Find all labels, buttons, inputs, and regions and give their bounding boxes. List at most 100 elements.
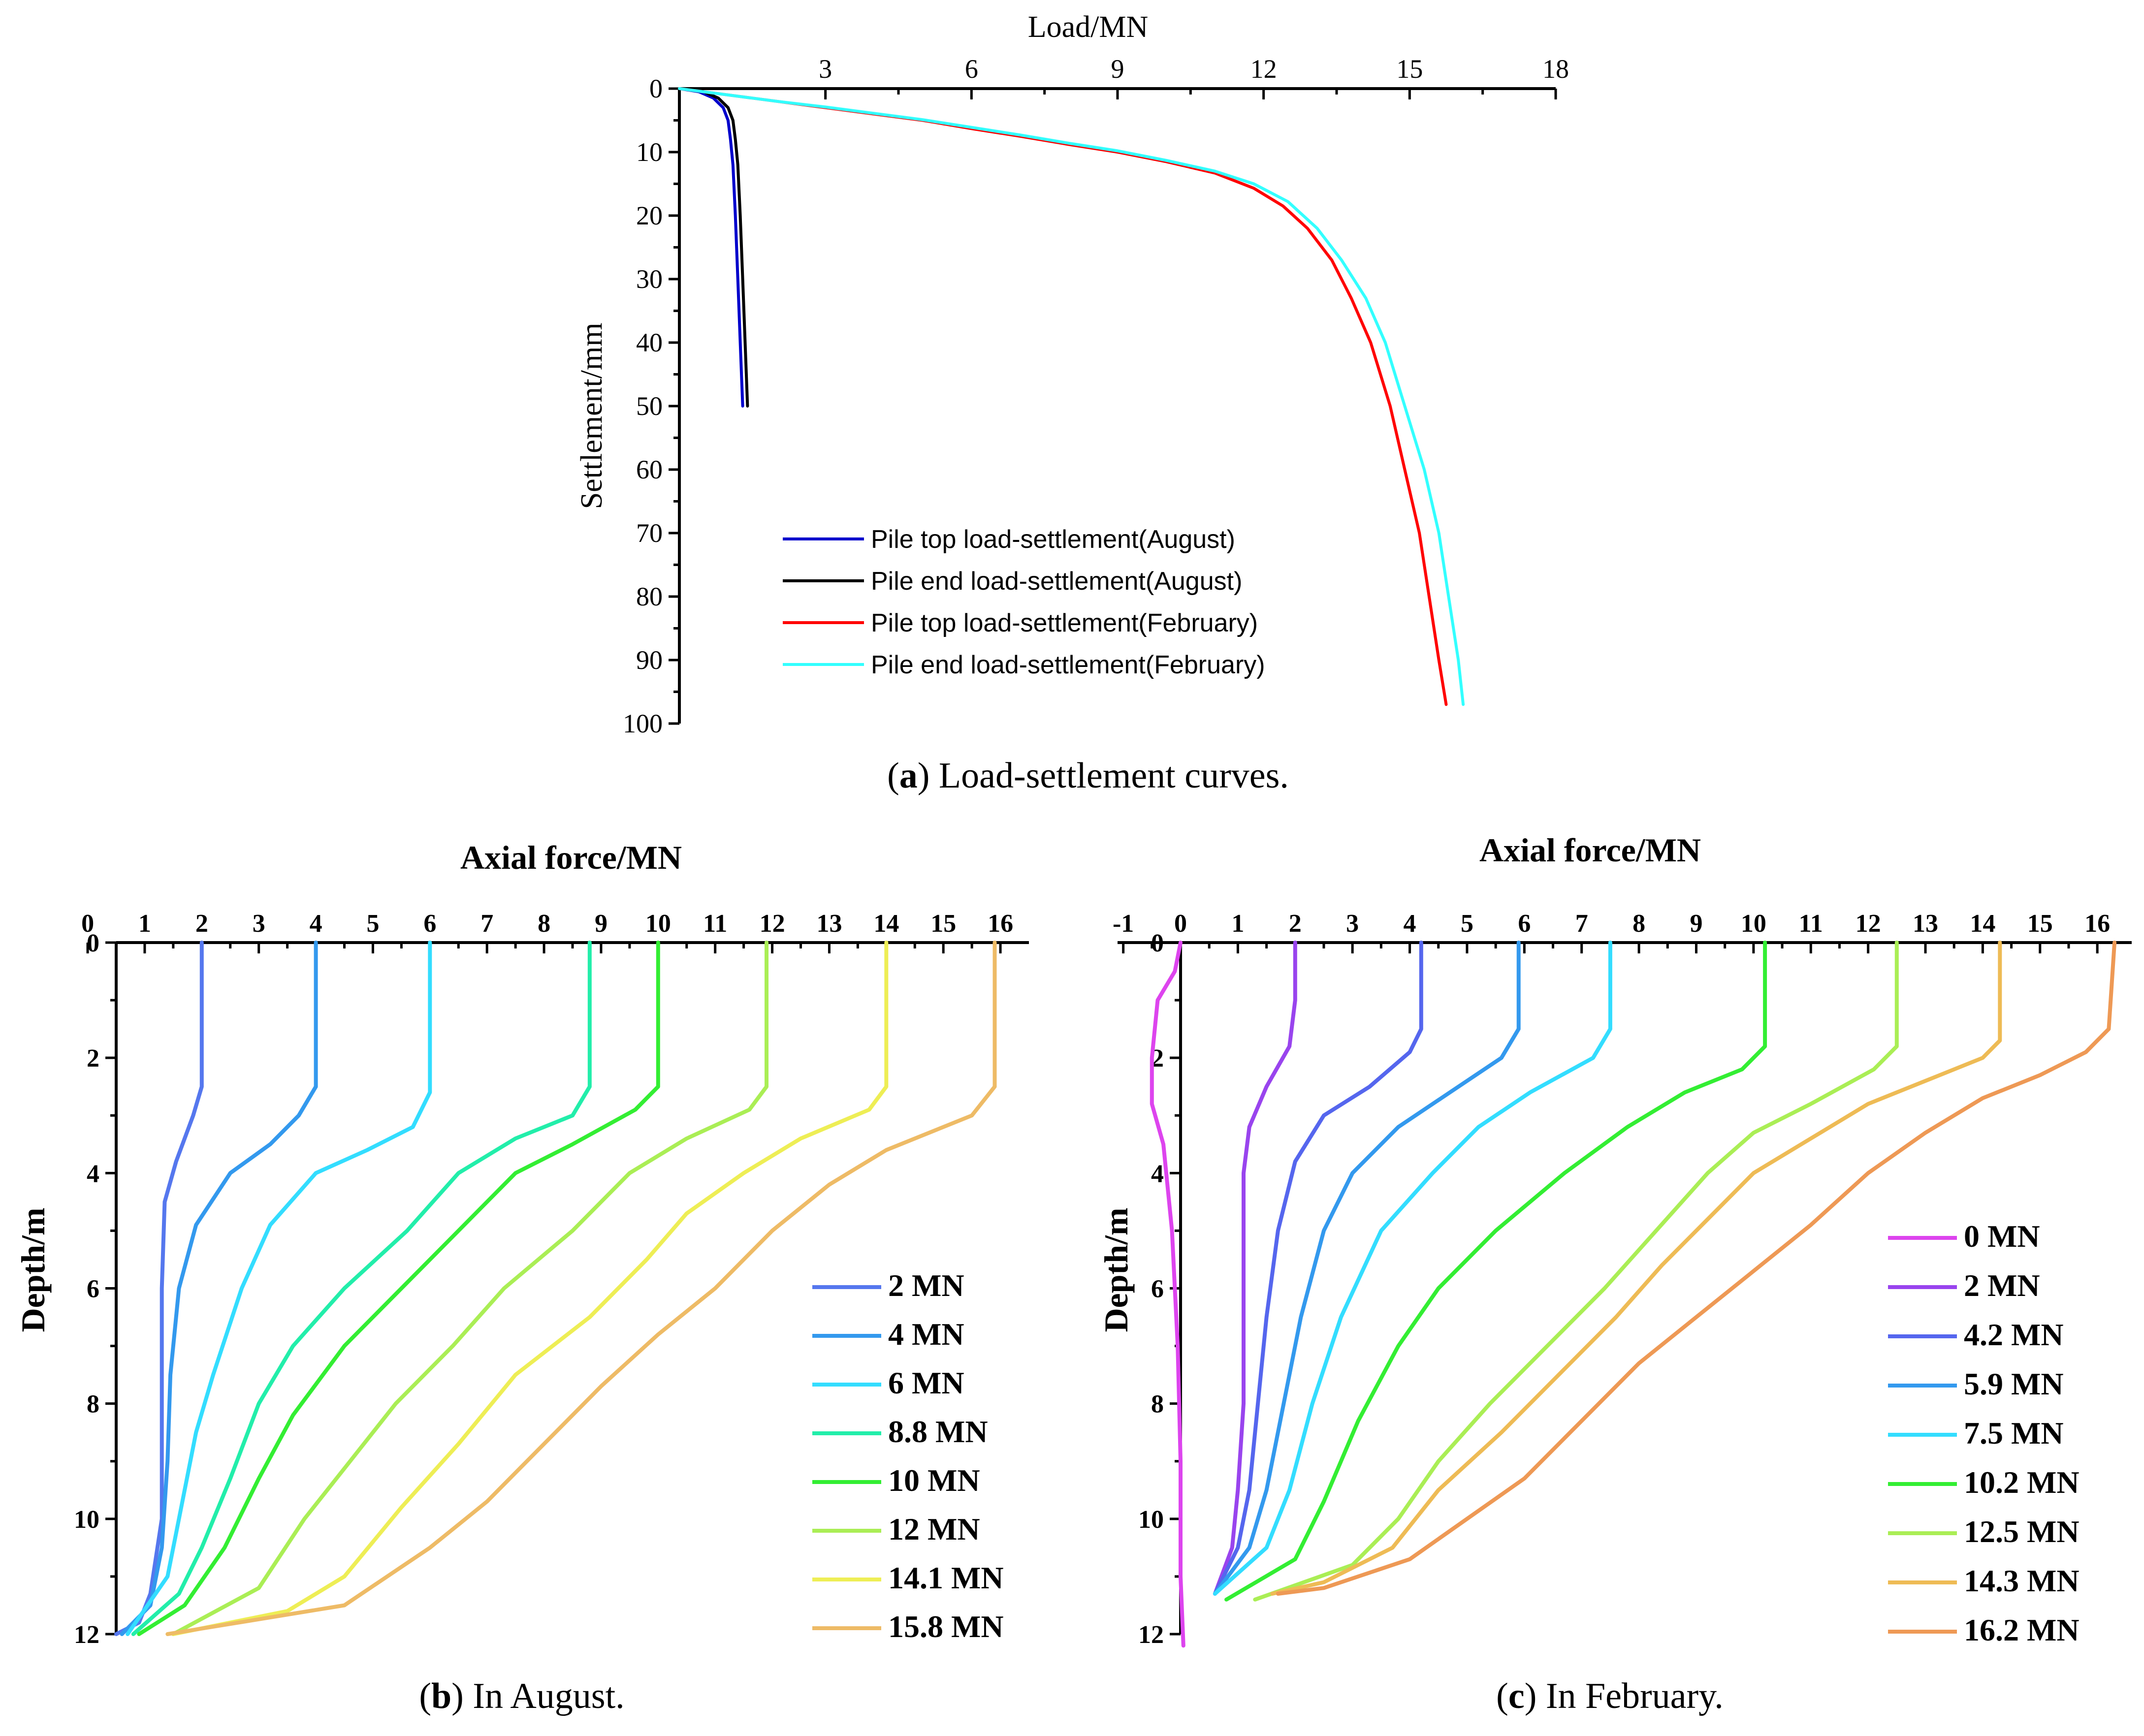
panel-c-xtick-label: 9 xyxy=(1690,910,1702,938)
panel-c-series-line-4 xyxy=(1213,941,1612,1596)
panel-a-legend-label-2: Pile top load-settlement(February) xyxy=(871,609,1258,637)
panel-a-caption-letter: a xyxy=(899,756,918,796)
panel-c-caption-text: In February. xyxy=(1546,1676,1724,1716)
panel-b-xtick-label: 5 xyxy=(366,910,379,938)
panel-b-ytick-label: 12 xyxy=(74,1621,99,1649)
panel-a-ytick-label: 70 xyxy=(636,518,663,548)
panel-c-xtick-label: 10 xyxy=(1741,910,1766,938)
panel-a-ytick-label: 10 xyxy=(636,137,663,167)
panel-a-ylabel: Settlement/mm xyxy=(575,323,608,509)
panel-c-legend-label-1: 2 MN xyxy=(1964,1268,2040,1303)
panel-c-february-axial-force-chart: Axial force/MN Depth/m -1 0 1 2 3 4 5 6 7 8 9 10 11 1… xyxy=(1097,831,2132,1716)
panel-b-ylabel: Depth/m xyxy=(14,1207,52,1332)
panel-b-series-line-7 xyxy=(165,941,997,1636)
panel-c-series-line-6 xyxy=(1253,941,1899,1602)
panel-b-xtick-label: 3 xyxy=(253,910,265,938)
panel-b-xtick-label: 4 xyxy=(310,910,322,938)
panel-c-legend-label-3: 5.9 MN xyxy=(1964,1366,2064,1401)
panel-c-legend: 0 MN 2 MN 4.2 MN 5.9 MN 7.5 MN 10.2 MN 12.5 MN… xyxy=(1888,1219,2080,1647)
panel-a-ytick-label: 0 xyxy=(649,74,663,103)
panel-b-series xyxy=(114,941,997,1636)
panel-b-caption: (b) In August. xyxy=(419,1676,624,1716)
panel-a-xtick-label: 12 xyxy=(1250,54,1277,84)
panel-b-legend-label-3: 8.8 MN xyxy=(888,1414,988,1449)
panel-b-xtick-label: 1 xyxy=(138,910,151,938)
panel-a-xlabel: Load/MN xyxy=(1028,10,1149,44)
panel-a-ytick-label: 100 xyxy=(623,709,663,738)
panel-c-ytick-label: 6 xyxy=(1151,1275,1164,1303)
panel-b-legend-label-2: 6 MN xyxy=(888,1365,964,1400)
panel-a-ytick-label: 90 xyxy=(636,645,663,675)
panel-c-legend-label-2: 4.2 MN xyxy=(1964,1317,2064,1352)
panel-b-ytick-label: 2 xyxy=(87,1044,99,1073)
panel-c-xtick-label: 13 xyxy=(1913,910,1938,938)
panel-b-legend-label-4: 10 MN xyxy=(888,1463,980,1498)
panel-a-xtick-label: 3 xyxy=(819,54,832,84)
panel-b-ytick-label: 6 xyxy=(87,1275,99,1303)
panel-b-series-line-6 xyxy=(171,941,889,1636)
panel-a-legend-label-3: Pile end load-settlement(February) xyxy=(871,651,1265,679)
panel-c-xtick-label: 2 xyxy=(1289,910,1302,938)
panel-c-ylabel: Depth/m xyxy=(1097,1207,1135,1332)
panel-c-series xyxy=(1150,941,2117,1648)
panel-b-legend-label-0: 2 MN xyxy=(888,1268,964,1303)
panel-b-legend: 2 MN 4 MN 6 MN 8.8 MN 10 MN 12 MN 14.1 MN 15.8 … xyxy=(812,1268,1004,1644)
panel-b-series-line-1 xyxy=(120,941,318,1636)
panel-b-xtick-label: 7 xyxy=(480,910,493,938)
panel-c-series-line-1 xyxy=(1213,941,1297,1596)
panel-a-series-line-1 xyxy=(678,87,749,408)
panel-c-xtick-label: 4 xyxy=(1404,910,1416,938)
panel-c-legend-label-5: 10.2 MN xyxy=(1964,1465,2080,1500)
panel-c-ytick-label: 8 xyxy=(1151,1390,1164,1419)
panel-b-ytick-label: 10 xyxy=(74,1506,99,1534)
panel-b-xtick-label: 10 xyxy=(645,910,671,938)
panel-a-legend-label-1: Pile end load-settlement(August) xyxy=(871,567,1242,596)
panel-b-legend-label-6: 14.1 MN xyxy=(888,1560,1004,1595)
panel-a-ytick-label: 40 xyxy=(636,328,663,357)
panel-a-ytick-label: 20 xyxy=(636,201,663,230)
panel-b-legend-label-1: 4 MN xyxy=(888,1317,964,1352)
panel-c-legend-label-4: 7.5 MN xyxy=(1964,1416,2064,1451)
panel-c-series-line-5 xyxy=(1224,941,1767,1602)
panel-b-caption-letter: b xyxy=(431,1676,451,1716)
panel-c-ytick-label: 12 xyxy=(1138,1621,1164,1649)
panel-a-xtick-label: 9 xyxy=(1111,54,1124,84)
panel-c-series-line-0 xyxy=(1150,941,1185,1648)
panel-c-xtick-label: 12 xyxy=(1856,910,1881,938)
panel-b-xtick-label: 9 xyxy=(595,910,608,938)
panel-a-ytick-label: 30 xyxy=(636,264,663,294)
panel-a-ytick-label: 80 xyxy=(636,582,663,611)
panel-c-series-line-7 xyxy=(1270,941,2002,1596)
panel-c-xtick-label: 1 xyxy=(1231,910,1244,938)
panel-c-ytick-label: 0 xyxy=(1151,929,1164,957)
panel-b-ytick-label: 8 xyxy=(87,1390,99,1419)
panel-c-legend-label-0: 0 MN xyxy=(1964,1219,2040,1254)
panel-a-series-line-0 xyxy=(678,87,744,408)
panel-c-xtick-label: 8 xyxy=(1632,910,1645,938)
panel-b-series-line-3 xyxy=(131,941,592,1636)
panel-b-ytick-label: 0 xyxy=(87,929,99,957)
panel-c-xtick-label: 3 xyxy=(1346,910,1359,938)
panel-c-caption-letter: c xyxy=(1508,1676,1525,1716)
panel-a-series xyxy=(678,87,1465,706)
panel-b-xlabel: Axial force/MN xyxy=(460,839,682,876)
panel-b-xtick-label: 15 xyxy=(930,910,956,938)
panel-a-xtick-label: 6 xyxy=(965,54,978,84)
panel-a-series-line-3 xyxy=(678,87,1465,706)
panel-b-series-line-4 xyxy=(137,941,660,1636)
panel-b-series-line-2 xyxy=(126,941,432,1636)
panel-c-xtick-label: 6 xyxy=(1518,910,1531,938)
panel-b-series-line-5 xyxy=(171,941,768,1636)
panel-b-xtick-label: 12 xyxy=(760,910,785,938)
panel-c-xtick-label: 7 xyxy=(1575,910,1588,938)
panel-c-legend-label-7: 14.3 MN xyxy=(1964,1563,2080,1598)
panel-a-caption-text: Load-settlement curves. xyxy=(939,756,1289,796)
panel-a-legend-label-0: Pile top load-settlement(August) xyxy=(871,525,1235,554)
panel-a-caption: (a) Load-settlement curves. xyxy=(887,756,1289,796)
panel-c-ytick-label: 10 xyxy=(1138,1506,1164,1534)
panel-b-caption-text: In August. xyxy=(473,1676,624,1716)
panel-a-ytick-label: 60 xyxy=(636,455,663,484)
panel-c-xtick-label: 15 xyxy=(2027,910,2053,938)
